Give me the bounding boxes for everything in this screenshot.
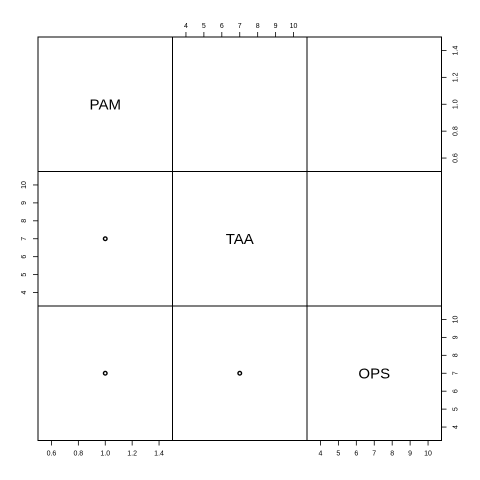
- tick-label-taa-left: 8: [21, 219, 28, 223]
- tick-label-taa-left: 5: [21, 273, 28, 277]
- tick-label-ops-right: 7: [452, 371, 459, 375]
- tick-label-pam-bottom: 0.8: [73, 451, 83, 458]
- tick-label-taa-left: 6: [21, 255, 28, 259]
- tick-label-taa-top: 9: [274, 23, 278, 30]
- variable-labels: PAM TAA OPS: [90, 96, 391, 382]
- tick-label-ops-bottom: 10: [424, 451, 432, 458]
- tick-label-ops-bottom: 5: [336, 451, 340, 458]
- tick-label-ops-bottom: 8: [390, 451, 394, 458]
- tick-label-pam-right: 1.0: [452, 99, 459, 109]
- axis-ticks: [33, 32, 447, 446]
- tick-label-taa-top: 7: [238, 23, 242, 30]
- tick-label-taa-top: 8: [256, 23, 260, 30]
- tick-label-ops-bottom: 6: [354, 451, 358, 458]
- panel-pam-taa: [172, 36, 308, 172]
- tick-label-ops-right: 4: [452, 425, 459, 429]
- tick-label-taa-top: 6: [220, 23, 224, 30]
- tick-label-ops-bottom: 9: [408, 451, 412, 458]
- tick-label-taa-left: 4: [21, 291, 28, 295]
- tick-label-ops-right: 8: [452, 353, 459, 357]
- tick-label-taa-top: 5: [202, 23, 206, 30]
- tick-label-pam-right: 1.2: [452, 72, 459, 82]
- point-taa-vs-pam: [102, 236, 108, 242]
- variable-label-taa: TAA: [226, 231, 254, 248]
- panel-pam-ops: [306, 36, 442, 172]
- tick-label-ops-right: 9: [452, 335, 459, 339]
- tick-label-ops-bottom: 7: [372, 451, 376, 458]
- tick-label-taa-top: 10: [290, 23, 298, 30]
- tick-label-pam-bottom: 1.0: [100, 451, 110, 458]
- panel-taa-pam: [37, 171, 173, 307]
- tick-label-taa-left: 10: [21, 181, 28, 189]
- variable-label-pam: PAM: [90, 96, 121, 113]
- tick-label-ops-right: 6: [452, 389, 459, 393]
- panel-ops-taa: [172, 305, 308, 441]
- tick-label-ops-right: 10: [452, 315, 459, 323]
- scatter-points: [102, 236, 243, 376]
- tick-label-pam-right: 0.6: [452, 153, 459, 163]
- panel-taa-ops: [306, 171, 442, 307]
- tick-label-pam-bottom: 0.6: [47, 451, 57, 458]
- tick-label-pam-right: 0.8: [452, 126, 459, 136]
- panel-ops-pam: [37, 305, 173, 441]
- tick-label-pam-right: 1.4: [452, 45, 459, 55]
- point-ops-vs-pam: [102, 370, 108, 376]
- tick-label-pam-bottom: 1.2: [127, 451, 137, 458]
- tick-label-taa-top: 4: [184, 23, 188, 30]
- tick-label-taa-left: 7: [21, 237, 28, 241]
- axis-tick-labels: 0.6 0.6 0.8 0.8 1.0 1.0 1.2 1.2 1.4 1.4 4 4 5 5 6 6 7 7 8 8…: [21, 23, 460, 458]
- point-ops-vs-taa: [237, 370, 243, 376]
- tick-label-ops-bottom: 4: [318, 451, 322, 458]
- tick-label-taa-left: 9: [21, 201, 28, 205]
- tick-label-ops-right: 5: [452, 407, 459, 411]
- tick-label-pam-bottom: 1.4: [154, 451, 164, 458]
- variable-label-ops: OPS: [358, 365, 390, 382]
